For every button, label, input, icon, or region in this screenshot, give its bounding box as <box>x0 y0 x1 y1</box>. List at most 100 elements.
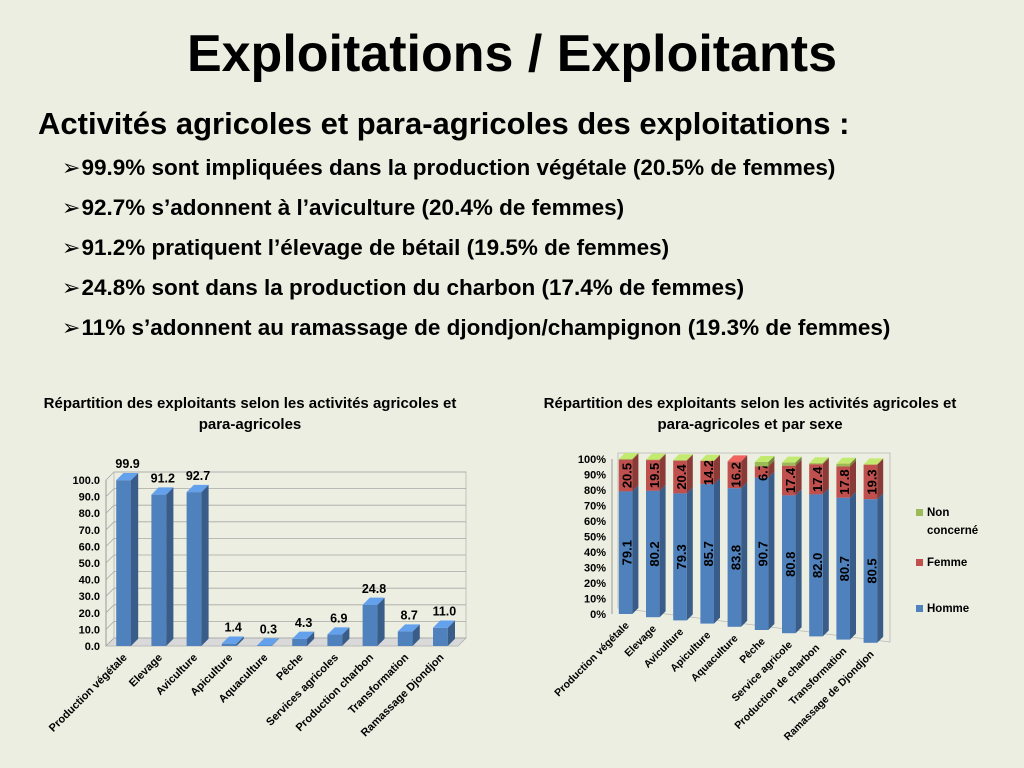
chart1-bar-side <box>306 631 315 646</box>
chart1-y-tick-label: 40.0 <box>79 575 100 587</box>
chart2-data-label: 20.4 <box>674 464 689 490</box>
chart2-bar-non-concerné <box>700 454 720 461</box>
chart2-data-label: 17.4 <box>783 467 798 493</box>
chart2-bar-non-concerné-side <box>686 454 693 461</box>
arrow-bullet-icon: ➢ <box>62 235 81 260</box>
chart2-data-label: 82.0 <box>810 553 825 578</box>
chart1-gridline <box>105 621 466 630</box>
bullet-text: 91.2% pratiquent l’élevage de bétail (19… <box>81 235 670 260</box>
chart2-bar-homme-front <box>646 490 660 618</box>
chart2-bar-homme-side <box>741 482 748 627</box>
chart1-bar <box>362 597 385 646</box>
chart2-legend-swatch <box>916 509 923 516</box>
chart2-bar-femme-front <box>782 465 796 496</box>
chart1-y-tick-label: 70.0 <box>79 525 100 537</box>
chart2-bar-non-concerné-top <box>782 456 802 463</box>
chart2-bar-non-concerné-side <box>632 453 639 460</box>
chart2-y-tick-label: 10% <box>584 594 606 606</box>
chart2-bar-homme-front <box>782 495 796 634</box>
chart1-bar-top <box>257 638 279 646</box>
chart2-bar-homme-side <box>877 493 884 643</box>
bullet-item: ➢92.7% s’adonnent à l’aviculture (20.4% … <box>62 194 890 234</box>
chart2-legend-swatch <box>916 559 923 566</box>
chart2-bar-non-concerné-top <box>618 453 639 459</box>
chart1-value-label: 6.9 <box>330 612 347 626</box>
chart2-bar-femme-front <box>836 466 850 498</box>
chart1-gridline <box>105 538 466 547</box>
chart2-bar-femme-top <box>727 455 748 462</box>
chart1-value-label: 91.2 <box>151 472 175 486</box>
chart2-data-label: 19.3 <box>864 469 879 494</box>
chart1-value-label: 0.3 <box>260 623 277 637</box>
chart1-category-label: Production végétale <box>47 652 130 735</box>
chart2-bar-homme-front <box>727 488 742 627</box>
chart2-bar-femme-side <box>822 458 829 495</box>
chart2-bar-homme-side <box>768 471 775 630</box>
chart2-data-label: 80.5 <box>864 558 879 583</box>
chart1-y-tick-label: 100.0 <box>72 475 100 487</box>
chart1-bar-front <box>186 492 202 646</box>
chart2-bar-femme-front <box>673 460 687 494</box>
chart1-bar-top <box>116 472 139 481</box>
chart2-title: Répartition des exploitants selon les ac… <box>543 395 957 433</box>
chart2-bar-homme-side <box>659 484 666 618</box>
chart2-data-label: 80.8 <box>783 552 798 577</box>
chart2-bar-non-concerné-top <box>809 457 829 464</box>
bullet-text: 92.7% s’adonnent à l’aviculture (20.4% d… <box>81 195 625 220</box>
chart2-data-label: 17.8 <box>837 469 852 494</box>
chart2-bar-femme-side <box>659 454 666 491</box>
chart2-bar-non-concerné-top <box>673 454 693 461</box>
chart1-bar-front <box>362 604 378 646</box>
chart2-bar-non-concerné-top <box>646 453 666 460</box>
chart1-bar-front <box>221 643 237 646</box>
chart1-bar <box>151 487 174 646</box>
chart1-gridline <box>105 521 466 531</box>
chart1-value-label: 4.3 <box>295 616 312 630</box>
chart2-bar-femme-front <box>618 459 633 492</box>
arrow-bullet-icon: ➢ <box>62 155 81 180</box>
chart1-bar-top <box>362 597 385 605</box>
bullet-item: ➢91.2% pratiquent l’élevage de bétail (1… <box>62 234 890 274</box>
chart2-legend-label: Non <box>927 507 949 519</box>
chart2-bar-homme-side <box>714 478 720 624</box>
chart1-gridline <box>105 604 466 614</box>
chart2-y-tick-label: 20% <box>584 578 606 590</box>
chart1-bar <box>257 638 279 646</box>
chart2-bar-homme-front <box>754 477 769 630</box>
chart2-data-label: 19.5 <box>647 463 662 488</box>
chart1-bar <box>327 627 350 646</box>
chart1-gridline <box>105 554 466 564</box>
chart2-bar-non-concerné-top <box>700 454 720 461</box>
chart1-y-tick-label: 60.0 <box>79 541 100 553</box>
chart2-bar-non-concerné-front <box>618 459 633 460</box>
chart2-legend-label: concerné <box>927 525 978 537</box>
chart2-y-tick-label: 90% <box>584 470 606 482</box>
chart2-bar-non-concerné-side <box>659 453 666 461</box>
chart2-bar-femme-front <box>727 461 742 489</box>
chart1-value-label: 11.0 <box>433 605 457 619</box>
chart2-y-tick-label: 60% <box>584 516 606 528</box>
chart2-legend-swatch <box>916 605 923 612</box>
slide-title: Exploitations / Exploitants <box>186 25 838 83</box>
chart1-value-label: 1.4 <box>225 621 242 635</box>
chart1-bar-top <box>433 620 455 628</box>
chart1-value-label: 99.9 <box>115 457 139 471</box>
chart1-bar-side <box>271 638 279 646</box>
chart2-bar-non-concerné-front <box>782 462 796 466</box>
chart2-bar-homme <box>782 489 802 634</box>
chart2-category-label: Production végétale <box>552 620 632 700</box>
chart1-bar-side <box>412 624 420 646</box>
chart2-bar-non-concerné-top <box>836 457 856 464</box>
chart2-bar-non-concerné <box>673 454 693 461</box>
chart2-bar-femme-side <box>714 454 720 485</box>
chart2-data-label: 79.1 <box>620 540 635 565</box>
chart2-bar-non-concerné-top <box>754 456 775 462</box>
chart1-bar-side <box>342 627 350 646</box>
chart2-bar-femme-side <box>686 454 693 494</box>
chart2-y-tick-label: 40% <box>584 547 606 559</box>
chart1-bar-top <box>221 636 244 644</box>
chart2-y-tick-label: 70% <box>584 501 606 513</box>
chart2-bar-homme-side <box>795 489 802 634</box>
chart1-bar-front <box>397 631 413 646</box>
bullet-text: 99.9% sont impliquées dans la production… <box>81 155 836 180</box>
